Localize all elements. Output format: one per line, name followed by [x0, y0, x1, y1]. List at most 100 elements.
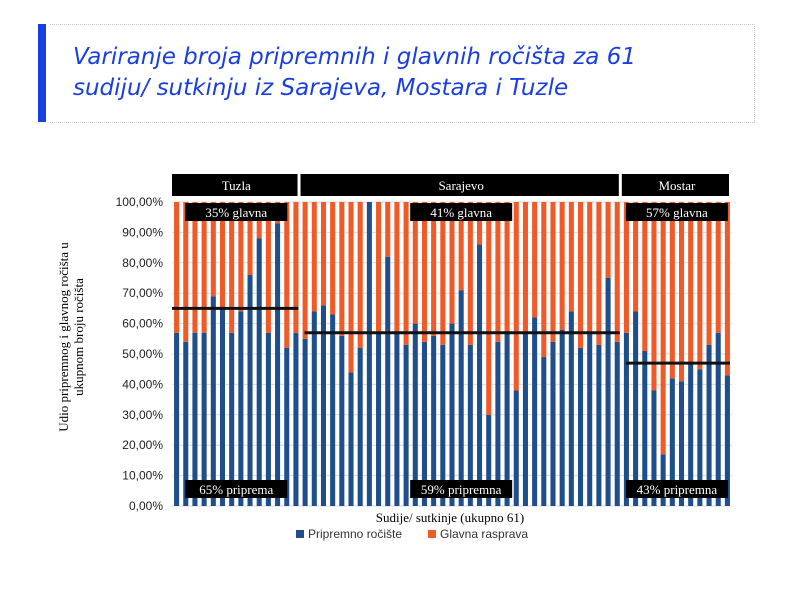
- bar-priprema: [559, 329, 565, 506]
- group-share-labels: 35% glavna 65% priprema 41% glavna 59% prip…: [185, 203, 728, 498]
- bar-glavna: [449, 202, 455, 324]
- y-tick-label: 90,00%: [122, 225, 163, 239]
- bar-priprema: [385, 256, 391, 506]
- bar-priprema: [330, 314, 336, 506]
- priprema-share-box: [410, 480, 513, 498]
- bar-series: [174, 202, 730, 507]
- bar-priprema: [229, 332, 235, 506]
- group-header-label: Tuzla: [222, 178, 251, 193]
- bar-priprema: [706, 344, 712, 506]
- glavna-share-label: 41% glavna: [430, 205, 492, 220]
- bar-priprema: [568, 311, 574, 506]
- bar-priprema: [522, 332, 528, 506]
- bar-priprema: [486, 414, 492, 506]
- bar-priprema: [688, 363, 694, 506]
- bar-priprema: [614, 341, 620, 506]
- legend-swatch-glavna: [428, 530, 436, 538]
- bar-glavna: [311, 202, 317, 312]
- glavna-share-label: 57% glavna: [646, 205, 708, 220]
- bar-priprema: [421, 341, 427, 506]
- bar-priprema: [210, 296, 216, 506]
- bar-priprema: [174, 332, 180, 506]
- y-tick-label: 100,00%: [116, 195, 164, 209]
- bar-priprema: [440, 344, 446, 506]
- bar-glavna: [651, 202, 657, 391]
- y-tick-label: 20,00%: [122, 438, 163, 452]
- y-tick-label: 80,00%: [122, 256, 163, 270]
- bar-glavna: [724, 202, 730, 376]
- slide-title: Variranje broja pripremnih i glavnih roč…: [73, 42, 753, 104]
- bar-priprema: [366, 202, 372, 506]
- bar-priprema: [219, 308, 226, 506]
- bar-glavna: [504, 202, 510, 333]
- bar-glavna: [715, 202, 721, 333]
- bar-priprema: [697, 369, 703, 506]
- glavna-share-box: [185, 203, 288, 221]
- bar-glavna: [385, 202, 391, 257]
- bar-priprema: [724, 375, 730, 506]
- bar-priprema: [623, 332, 629, 506]
- bar-glavna: [550, 202, 556, 342]
- bar-priprema: [477, 244, 483, 506]
- bar-priprema: [504, 332, 510, 506]
- bar-glavna: [394, 202, 400, 333]
- bar-glavna: [541, 202, 547, 358]
- bar-glavna: [513, 202, 519, 391]
- slide-title-line1: Variranje broja pripremnih i glavnih roč…: [73, 44, 636, 70]
- bar-glavna: [578, 202, 584, 348]
- bar-glavna: [605, 202, 611, 278]
- bar-glavna: [302, 202, 308, 339]
- bar-glavna: [201, 202, 207, 333]
- bar-priprema: [449, 323, 455, 506]
- bar-priprema: [284, 347, 290, 506]
- group-headers: Tuzla Sarajevo Mostar: [172, 174, 729, 196]
- bar-priprema: [339, 335, 345, 506]
- group-average-lines: [172, 306, 730, 365]
- bar-glavna: [174, 202, 180, 333]
- bar-glavna: [642, 202, 648, 351]
- bar-glavna: [265, 202, 271, 333]
- bar-priprema: [275, 223, 281, 506]
- bar-priprema: [311, 311, 317, 506]
- bar-priprema: [293, 332, 299, 506]
- y-axis-label-line2: ukupnom broju ročišta: [71, 278, 86, 396]
- group-header-label: Mostar: [658, 178, 696, 193]
- group-header-box: [172, 174, 298, 196]
- bar-priprema: [669, 378, 675, 506]
- bar-glavna: [229, 202, 235, 333]
- bar-glavna: [532, 202, 538, 318]
- bar-priprema: [431, 335, 437, 506]
- bar-glavna: [678, 202, 685, 382]
- bar-priprema: [320, 305, 326, 506]
- bar-glavna: [568, 202, 574, 312]
- bar-glavna: [633, 202, 639, 312]
- bar-glavna: [522, 202, 528, 333]
- bar-glavna: [403, 202, 409, 345]
- bar-glavna: [284, 202, 290, 348]
- bar-priprema: [532, 317, 538, 506]
- bar-priprema: [642, 350, 648, 506]
- bar-glavna: [183, 202, 189, 342]
- bar-glavna: [477, 202, 483, 245]
- bar-glavna: [192, 202, 198, 333]
- bar-priprema: [376, 332, 382, 506]
- bar-priprema: [357, 347, 363, 506]
- bar-glavna: [559, 202, 565, 330]
- bar-priprema: [183, 341, 189, 506]
- bar-priprema: [302, 338, 308, 506]
- bar-priprema: [513, 390, 519, 506]
- bar-glavna: [376, 202, 382, 333]
- bar-priprema: [412, 323, 418, 506]
- glavna-share-box: [625, 203, 728, 221]
- bar-priprema: [596, 344, 602, 506]
- legend: Pripremno ročište Glavna rasprava: [296, 527, 528, 541]
- bar-priprema: [467, 344, 473, 506]
- priprema-share-label: 59% pripremna: [421, 482, 502, 497]
- bar-priprema: [458, 290, 464, 506]
- bar-glavna: [587, 202, 593, 333]
- bar-glavna: [660, 202, 666, 455]
- bar-priprema: [605, 278, 611, 506]
- x-axis-label: Sudije/ sutkinje (ukupno 61): [376, 510, 524, 525]
- priprema-share-label: 65% priprema: [199, 482, 273, 497]
